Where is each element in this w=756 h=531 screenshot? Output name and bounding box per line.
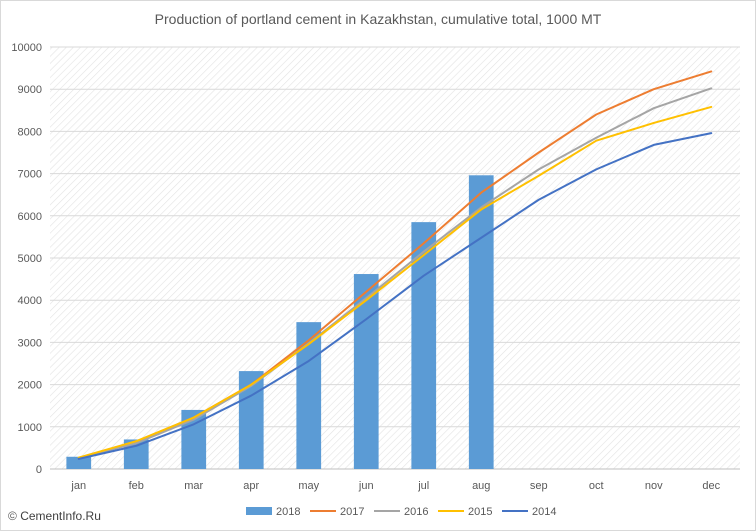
legend-label-2015: 2015 (468, 506, 492, 518)
x-axis-ticks: jan feb mar apr may jun jul aug sep oct nov dec (50, 468, 740, 492)
bar-2018-apr (238, 371, 264, 469)
x-tick-label: aug (472, 480, 490, 492)
legend-label-2017: 2017 (340, 506, 364, 518)
legend-swatch-2018 (246, 507, 272, 515)
y-tick-label: 4000 (18, 295, 42, 307)
bar-2018-jan (66, 456, 92, 469)
x-tick-label: jul (417, 480, 429, 492)
y-tick-label: 3000 (18, 337, 42, 349)
bar-2018-jul (411, 222, 437, 469)
x-tick-label: jan (70, 480, 86, 492)
line-series (77, 70, 713, 460)
line-series-2015 (77, 105, 713, 459)
y-tick-label: 7000 (18, 169, 42, 181)
x-tick-label: oct (589, 480, 604, 492)
bar-2018-aug (468, 175, 494, 469)
legend-label-2018: 2018 (276, 506, 300, 518)
legend: 2018 2017 2016 2015 2014 (246, 506, 556, 518)
y-tick-label: 2000 (18, 380, 42, 392)
x-tick-label: feb (129, 480, 144, 492)
legend-label-2014: 2014 (532, 506, 556, 518)
gridlines (50, 46, 740, 470)
x-tick-label: may (298, 480, 319, 492)
y-tick-label: 6000 (18, 211, 42, 223)
x-tick-label: jun (358, 480, 374, 492)
chart-title: Production of portland cement in Kazakhs… (155, 11, 602, 27)
y-tick-label: 0 (36, 464, 42, 476)
footer-brand: © CementInfo.Ru (8, 509, 101, 523)
bar-2018-jun (353, 274, 379, 469)
copyright-icon: © (8, 509, 17, 523)
x-tick-label: apr (243, 480, 259, 492)
y-tick-label: 9000 (18, 84, 42, 96)
y-tick-label: 5000 (18, 253, 42, 265)
line-series-2014 (77, 132, 713, 460)
legend-label-2016: 2016 (404, 506, 428, 518)
y-tick-label: 1000 (18, 422, 42, 434)
y-tick-label: 10000 (11, 42, 42, 54)
y-tick-label: 8000 (18, 126, 42, 138)
brand-text[interactable]: CementInfo.Ru (20, 509, 101, 523)
x-tick-label: mar (184, 480, 203, 492)
x-tick-label: dec (702, 480, 720, 492)
line-series-2016 (77, 87, 713, 460)
x-tick-label: nov (645, 480, 663, 492)
x-tick-label: sep (530, 480, 548, 492)
y-axis-ticks: 0 1000 2000 3000 4000 5000 6000 7000 8000 9000 100… (11, 42, 42, 476)
